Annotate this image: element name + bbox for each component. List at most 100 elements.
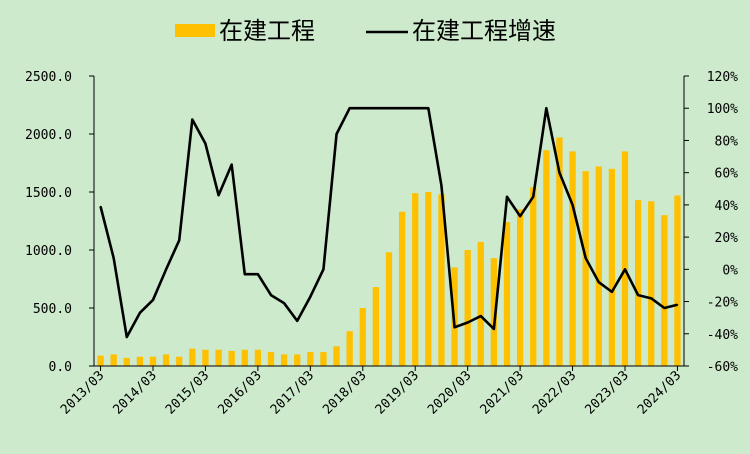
bar xyxy=(608,168,616,366)
x-tick-label: 2014/03 xyxy=(110,368,159,417)
line-layer xyxy=(99,106,679,339)
line-point xyxy=(322,268,325,271)
x-tick-label: 2016/03 xyxy=(215,368,264,417)
line-point xyxy=(335,133,338,135)
bar xyxy=(425,192,432,366)
legend-line-label: 在建工程增速 xyxy=(412,17,556,45)
bar xyxy=(648,201,655,366)
line-point xyxy=(283,302,285,304)
line-point xyxy=(139,312,141,314)
bar xyxy=(228,350,235,366)
line-point xyxy=(309,295,312,298)
bar xyxy=(530,187,537,366)
line-point xyxy=(191,118,194,121)
bar xyxy=(320,352,327,366)
line-point xyxy=(440,184,443,187)
right-tick-label: -20% xyxy=(707,296,738,311)
line-point xyxy=(348,107,351,110)
bar xyxy=(621,151,629,366)
line-point xyxy=(558,171,561,174)
bar xyxy=(333,346,340,366)
x-tick-label: 2021/03 xyxy=(478,368,527,417)
line-point xyxy=(650,297,653,300)
bar xyxy=(254,349,262,366)
left-tick-label: 1500.0 xyxy=(25,186,72,201)
bar xyxy=(97,355,104,366)
bar xyxy=(582,171,589,366)
bar xyxy=(294,354,301,366)
line-point xyxy=(178,239,181,242)
x-tick-label: 2013/03 xyxy=(58,368,107,417)
line-point xyxy=(414,107,417,110)
bar xyxy=(634,200,642,366)
right-tick-label: 100% xyxy=(707,102,738,117)
line-point xyxy=(584,257,587,259)
line-point xyxy=(611,291,613,293)
bar xyxy=(307,352,314,366)
left-tick-label: 2000.0 xyxy=(25,128,72,143)
right-tick-label: 20% xyxy=(715,231,739,246)
bar xyxy=(267,352,275,366)
line-point xyxy=(361,107,364,110)
bar xyxy=(162,354,170,366)
left-tick-label: 1000.0 xyxy=(25,244,72,259)
left-tick-label: 2500.0 xyxy=(25,70,72,85)
bar xyxy=(189,348,196,366)
right-tick-label: 40% xyxy=(715,199,739,214)
right-tick-label: 120% xyxy=(707,70,738,85)
legend-bar-swatch xyxy=(175,24,215,37)
bar xyxy=(359,308,366,366)
line-point xyxy=(453,326,456,329)
x-tick-label: 2019/03 xyxy=(373,368,422,417)
right-tick-label: -60% xyxy=(707,360,738,375)
bar xyxy=(569,151,576,366)
line-point xyxy=(257,273,259,275)
line-point xyxy=(230,163,233,166)
line-point xyxy=(217,194,220,197)
line-point xyxy=(597,281,600,284)
bar xyxy=(490,258,498,366)
bar xyxy=(398,211,406,366)
legend: 在建工程 在建工程增速 xyxy=(175,17,556,45)
line-point xyxy=(479,315,482,317)
bar xyxy=(385,252,393,366)
bar xyxy=(661,215,668,366)
x-tick-label: 2023/03 xyxy=(582,368,631,417)
x-tick-label: 2015/03 xyxy=(163,368,212,417)
right-tick-label: -40% xyxy=(707,328,738,343)
line-point xyxy=(243,273,246,275)
x-tick-label: 2022/03 xyxy=(530,368,579,417)
left-tick-label: 500.0 xyxy=(33,302,72,317)
x-tick-label: 2020/03 xyxy=(425,368,474,417)
line-point xyxy=(466,321,469,324)
left-tick-label: 0.0 xyxy=(49,360,72,375)
line-point xyxy=(663,307,666,309)
line-point xyxy=(125,336,128,338)
line-point xyxy=(624,268,626,271)
legend-bar-label: 在建工程 xyxy=(219,17,315,45)
bar xyxy=(595,166,602,366)
bar xyxy=(241,349,248,366)
bar xyxy=(516,209,524,366)
bar xyxy=(202,349,209,366)
bar xyxy=(543,150,550,366)
x-tick-label: 2017/03 xyxy=(268,368,317,417)
bar xyxy=(674,195,681,366)
line-point xyxy=(532,196,535,198)
bar xyxy=(123,357,130,366)
line-point xyxy=(165,268,167,271)
bar xyxy=(215,349,222,366)
line-point xyxy=(375,107,377,110)
bar xyxy=(280,354,288,366)
bar xyxy=(346,331,353,366)
bar xyxy=(477,241,484,366)
line-point xyxy=(401,107,403,110)
line-point xyxy=(519,215,521,217)
bar xyxy=(136,356,144,366)
axes: 0.0 500.0 1000.0 1500.0 2000.0 2500.0 -60% -40%… xyxy=(25,70,738,418)
bar xyxy=(176,356,183,366)
right-tick-label: 0% xyxy=(722,263,738,278)
bar xyxy=(110,354,117,366)
